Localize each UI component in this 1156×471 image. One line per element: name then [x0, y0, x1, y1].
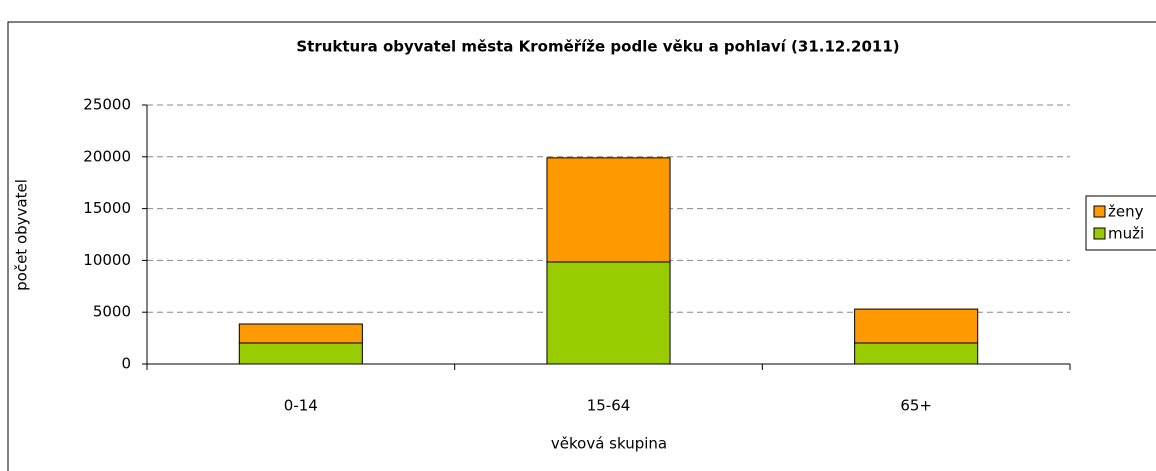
- y-tick-label: 10000: [83, 251, 131, 269]
- legend-swatch: [1093, 227, 1106, 240]
- legend-box: [1085, 195, 1156, 251]
- chart-title: Struktura obyvatel města Kroměříže podle…: [296, 38, 899, 56]
- y-tick-label: 20000: [83, 147, 131, 165]
- bar-segment: [854, 308, 979, 344]
- bar-segment: [546, 157, 671, 263]
- y-tick-label: 5000: [93, 303, 131, 321]
- bar-segment: [546, 261, 671, 365]
- x-tick-label: 0-14: [284, 397, 318, 415]
- bar-segment: [238, 342, 363, 365]
- y-tick-label: 25000: [83, 96, 131, 114]
- bar-segment: [854, 342, 979, 365]
- bar-segment: [238, 323, 363, 344]
- y-tick-label: 15000: [83, 199, 131, 217]
- legend-label: ženy: [1108, 203, 1144, 221]
- y-tick-label: 0: [121, 355, 131, 373]
- x-tick-label: 15-64: [587, 397, 631, 415]
- x-tick-label: 65+: [900, 397, 932, 415]
- x-axis-title: věková skupina: [551, 435, 667, 453]
- legend-swatch: [1093, 205, 1106, 218]
- legend-label: muži: [1108, 225, 1144, 243]
- y-axis-title: počet obyvatel: [13, 179, 31, 291]
